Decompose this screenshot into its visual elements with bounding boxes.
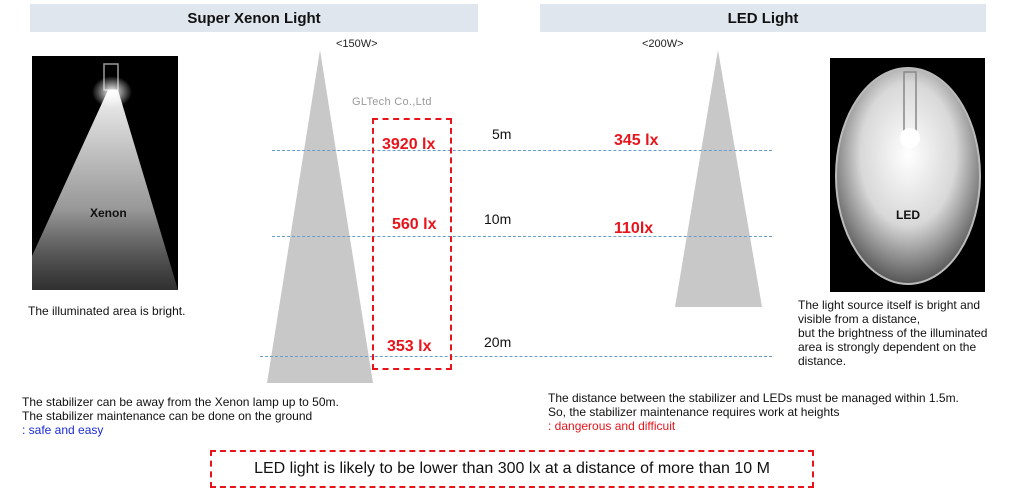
distance-line-5m: [272, 150, 772, 151]
distance-label: 5m: [492, 126, 512, 142]
led-power-label: <200W>: [642, 38, 684, 50]
led-lux-value: 110lx: [614, 220, 654, 237]
led-beam-image: [835, 67, 981, 285]
xenon-lamp-photo: Xenon: [32, 56, 178, 290]
distance-label: 20m: [484, 334, 512, 350]
company-watermark: GLTech Co.,Ltd: [352, 96, 432, 108]
led-lamp-photo: LED: [830, 58, 985, 292]
xenon-header: Super Xenon Light: [30, 4, 478, 32]
xenon-lux-highlight: [372, 118, 452, 370]
led-area-description: The light source itself is bright and vi…: [798, 298, 1020, 368]
xenon-maintenance-line: The stabilizer can be away from the Xeno…: [22, 395, 339, 409]
summary-callout: LED light is likely to be lower than 300…: [210, 450, 814, 488]
xenon-power-label: <150W>: [336, 38, 378, 50]
led-maintenance-note: The distance between the stabilizer and …: [548, 391, 959, 433]
summary-text: LED light is likely to be lower than 300…: [254, 460, 770, 477]
xenon-lux-value: 3920 lx: [382, 136, 436, 153]
xenon-beam-cone: [267, 50, 373, 383]
xenon-area-description: The illuminated area is bright.: [28, 304, 186, 318]
led-area-line: The light source itself is bright and: [798, 298, 981, 312]
led-maintenance-verdict: : dangerous and difficuit: [548, 419, 676, 433]
distance-line-20m: [260, 356, 772, 357]
xenon-photo-label: Xenon: [90, 206, 127, 220]
led-beam-cone: [675, 50, 762, 307]
led-header: LED Light: [540, 4, 986, 32]
xenon-lux-value: 353 lx: [387, 338, 432, 355]
xenon-beam-image: [32, 63, 178, 290]
xenon-maintenance-line: The stabilizer maintenance can be done o…: [22, 409, 313, 423]
xenon-header-title: Super Xenon Light: [187, 9, 321, 27]
led-maintenance-line: So, the stabilizer maintenance requires …: [548, 405, 840, 419]
distance-line-10m: [272, 236, 772, 237]
led-header-title: LED Light: [727, 9, 799, 27]
led-area-line: visible from a distance,: [798, 312, 921, 326]
xenon-maintenance-verdict: : safe and easy: [22, 423, 104, 437]
led-photo-label: LED: [896, 208, 920, 222]
xenon-lux-value: 560 lx: [392, 216, 437, 233]
xenon-maintenance-note: The stabilizer can be away from the Xeno…: [22, 395, 339, 437]
led-maintenance-line: The distance between the stabilizer and …: [548, 391, 959, 405]
led-lux-value: 345 lx: [614, 132, 659, 149]
distance-label: 10m: [484, 211, 512, 227]
led-area-line: distance.: [798, 354, 847, 368]
led-area-line: area is strongly dependent on the: [798, 340, 977, 354]
led-area-line: but the brightness of the illuminated: [798, 326, 988, 340]
